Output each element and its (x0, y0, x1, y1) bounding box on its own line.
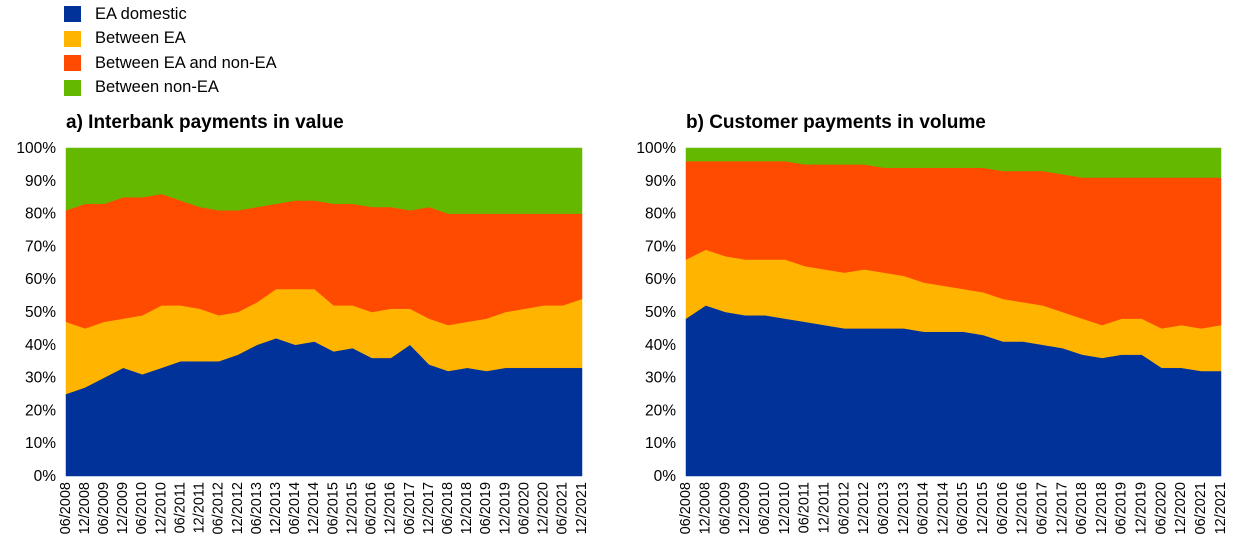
y-tick-label: 80% (25, 206, 56, 223)
y-tick-label: 50% (25, 304, 56, 321)
x-tick-label: 12/2008 (77, 482, 93, 534)
x-tick-label: 12/2015 (975, 482, 991, 534)
y-tick-label: 40% (645, 337, 676, 354)
x-tick-label: 12/2016 (1015, 482, 1031, 534)
y-tick-label: 60% (645, 271, 676, 288)
x-tick-label: 12/2017 (421, 482, 437, 534)
x-tick-label: 06/2019 (1114, 482, 1130, 534)
y-tick-label: 100% (16, 140, 56, 157)
x-tick-label: 12/2017 (1054, 482, 1070, 534)
x-tick-label: 12/2010 (777, 482, 793, 534)
series-area-between-non-ea (685, 147, 1222, 178)
x-tick-label: 06/2011 (797, 482, 813, 533)
x-tick-label: 06/2016 (995, 482, 1011, 534)
x-tick-label: 06/2017 (402, 482, 418, 534)
legend: EA domestic Between EA Between EA and no… (64, 2, 277, 100)
chart-interbank: 0% 10% 20% 30% 40% 50% 60% 70% 80% 90% 100% 06/2008… (16, 140, 589, 534)
y-tick-label: 20% (25, 402, 56, 419)
x-tick-label: 06/2013 (249, 482, 265, 534)
y-tick-label: 50% (645, 304, 676, 321)
x-tick-label: 06/2020 (517, 482, 533, 534)
y-tick-label: 20% (645, 402, 676, 419)
x-tick-label: 06/2021 (555, 482, 571, 534)
x-tick-label: 12/2009 (737, 482, 753, 534)
chart-customer: 0% 10% 20% 30% 40% 50% 60% 70% 80% 90% 100% 06/2008… (636, 140, 1228, 534)
x-tick-label: 12/2020 (1173, 482, 1189, 534)
legend-item-ea-domestic: EA domestic (64, 2, 277, 27)
y-tick-label: 10% (25, 435, 56, 452)
x-tick-label: 06/2015 (325, 482, 341, 534)
x-tick-label: 06/2017 (1035, 482, 1051, 534)
y-tick-label: 30% (645, 370, 676, 387)
y-tick-label: 70% (645, 238, 676, 255)
x-tick-label: 12/2013 (268, 482, 284, 534)
x-tick-label: 06/2008 (678, 482, 694, 534)
legend-item-between-ea: Between EA (64, 27, 277, 52)
x-tick-label: 06/2013 (876, 482, 892, 534)
y-tick-label: 30% (25, 370, 56, 387)
legend-label: Between EA and non-EA (95, 53, 277, 72)
x-tick-label: 12/2012 (230, 482, 246, 534)
x-tick-label: 12/2018 (459, 482, 475, 534)
x-tick-label: 06/2016 (364, 482, 380, 534)
x-tick-label: 12/2014 (306, 482, 322, 534)
x-tick-label: 06/2015 (955, 482, 971, 534)
x-tick-label: 06/2009 (717, 482, 733, 534)
x-tick-label: 06/2009 (96, 482, 112, 534)
x-tick-label: 12/2009 (115, 482, 131, 534)
chart-title-interbank: a) Interbank payments in value (66, 112, 344, 133)
x-tick-label: 12/2019 (497, 482, 513, 534)
x-tick-label: 12/2010 (153, 482, 169, 534)
legend-item-between-non-ea: Between non-EA (64, 76, 277, 101)
x-tick-label: 12/2008 (698, 482, 714, 534)
x-tick-label: 06/2012 (836, 482, 852, 534)
series-area-between-non-ea (65, 147, 583, 214)
x-tick-label: 12/2012 (856, 482, 872, 534)
y-tick-label: 40% (25, 337, 56, 354)
chart-title-customer: b) Customer payments in volume (686, 112, 986, 133)
legend-label: EA domestic (95, 4, 187, 23)
x-tick-label: 06/2020 (1153, 482, 1169, 534)
y-tick-label: 80% (645, 206, 676, 223)
x-tick-label: 12/2015 (345, 482, 361, 534)
x-tick-label: 06/2018 (440, 482, 456, 534)
x-tick-label: 12/2021 (574, 482, 590, 534)
y-tick-label: 60% (25, 271, 56, 288)
x-tick-label: 12/2013 (896, 482, 912, 534)
x-tick-label: 12/2014 (935, 482, 951, 534)
y-tick-label: 70% (25, 238, 56, 255)
y-tick-label: 90% (645, 173, 676, 190)
legend-swatch (64, 79, 81, 96)
y-tick-label: 10% (645, 435, 676, 452)
x-tick-label: 12/2011 (192, 482, 208, 533)
legend-swatch (64, 6, 81, 23)
x-tick-label: 12/2011 (817, 482, 833, 533)
legend-label: Between non-EA (95, 78, 219, 97)
legend-swatch (64, 55, 81, 72)
y-tick-label: 90% (25, 173, 56, 190)
x-tick-label: 06/2012 (211, 482, 227, 534)
x-tick-label: 06/2010 (134, 482, 150, 534)
x-tick-label: 06/2010 (757, 482, 773, 534)
y-tick-label: 100% (636, 140, 676, 157)
x-tick-label: 06/2014 (916, 482, 932, 534)
y-tick-label: 0% (654, 468, 677, 485)
y-tick-label: 0% (34, 468, 57, 485)
legend-label: Between EA (95, 29, 186, 48)
x-tick-label: 06/2014 (287, 482, 303, 534)
x-tick-label: 06/2019 (478, 482, 494, 534)
legend-swatch (64, 30, 81, 47)
x-tick-label: 12/2021 (1213, 482, 1229, 534)
x-tick-label: 06/2018 (1074, 482, 1090, 534)
x-tick-label: 06/2021 (1193, 482, 1209, 534)
x-tick-label: 12/2016 (383, 482, 399, 534)
x-tick-label: 12/2018 (1094, 482, 1110, 534)
legend-item-between-ea-and-non-ea: Between EA and non-EA (64, 51, 277, 76)
x-tick-label: 06/2008 (58, 482, 74, 534)
x-tick-label: 12/2019 (1134, 482, 1150, 534)
x-tick-label: 12/2020 (536, 482, 552, 534)
x-tick-label: 06/2011 (173, 482, 189, 533)
